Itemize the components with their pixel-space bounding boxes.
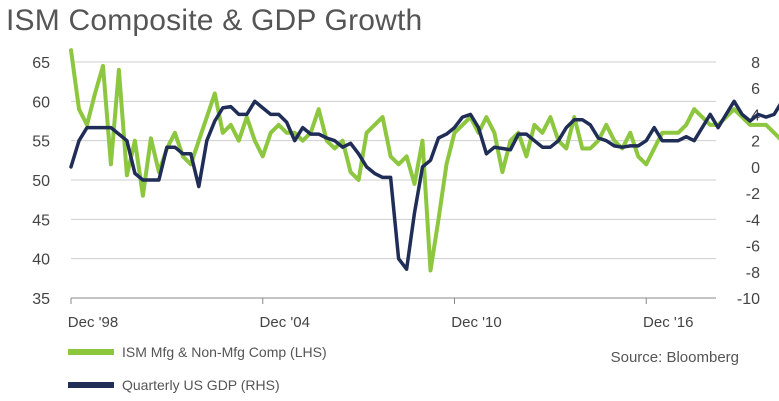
left-tick-label: 40 [32,252,50,269]
right-tick-label: -6 [746,239,760,256]
left-tick-label: 60 [32,94,50,111]
x-tick-label: Dec '16 [643,314,693,331]
right-tick-label: 8 [751,55,760,72]
source-note: Source: Bloomberg [610,349,739,366]
legend-label-ism: ISM Mfg & Non-Mfg Comp (LHS) [122,344,327,360]
right-tick-label: -10 [737,291,760,308]
right-tick-label: -8 [746,265,760,282]
legend-item-ism: ISM Mfg & Non-Mfg Comp (LHS) [68,344,327,360]
right-tick-label: 0 [751,160,760,177]
x-tick-label: Dec '98 [68,314,118,331]
left-axis-ticks: 35 40 45 50 55 60 65 [32,55,50,308]
x-axis-ticks: Dec '98 Dec '04 Dec '10 Dec '16 [68,298,693,331]
right-tick-label: -2 [746,186,760,203]
series-lines [69,48,779,273]
x-tick-label: Dec '10 [451,314,501,331]
left-tick-label: 50 [32,173,50,190]
left-tick-label: 55 [32,134,50,151]
series-line-gdp [69,99,779,271]
x-tick-label: Dec '04 [260,314,310,331]
right-tick-label: 2 [751,134,760,151]
left-tick-label: 65 [32,55,50,72]
right-tick-label: -4 [746,212,760,229]
legend-label-gdp: Quarterly US GDP (RHS) [122,377,280,393]
legend-swatch-ism [68,349,114,355]
right-tick-label: 6 [751,81,760,98]
left-tick-label: 35 [32,291,50,308]
left-tick-label: 45 [32,212,50,229]
legend-swatch-gdp [68,382,114,388]
chart-title: ISM Composite & GDP Growth [6,4,423,37]
series-line-ism [69,48,779,273]
legend-item-gdp: Quarterly US GDP (RHS) [68,377,280,393]
